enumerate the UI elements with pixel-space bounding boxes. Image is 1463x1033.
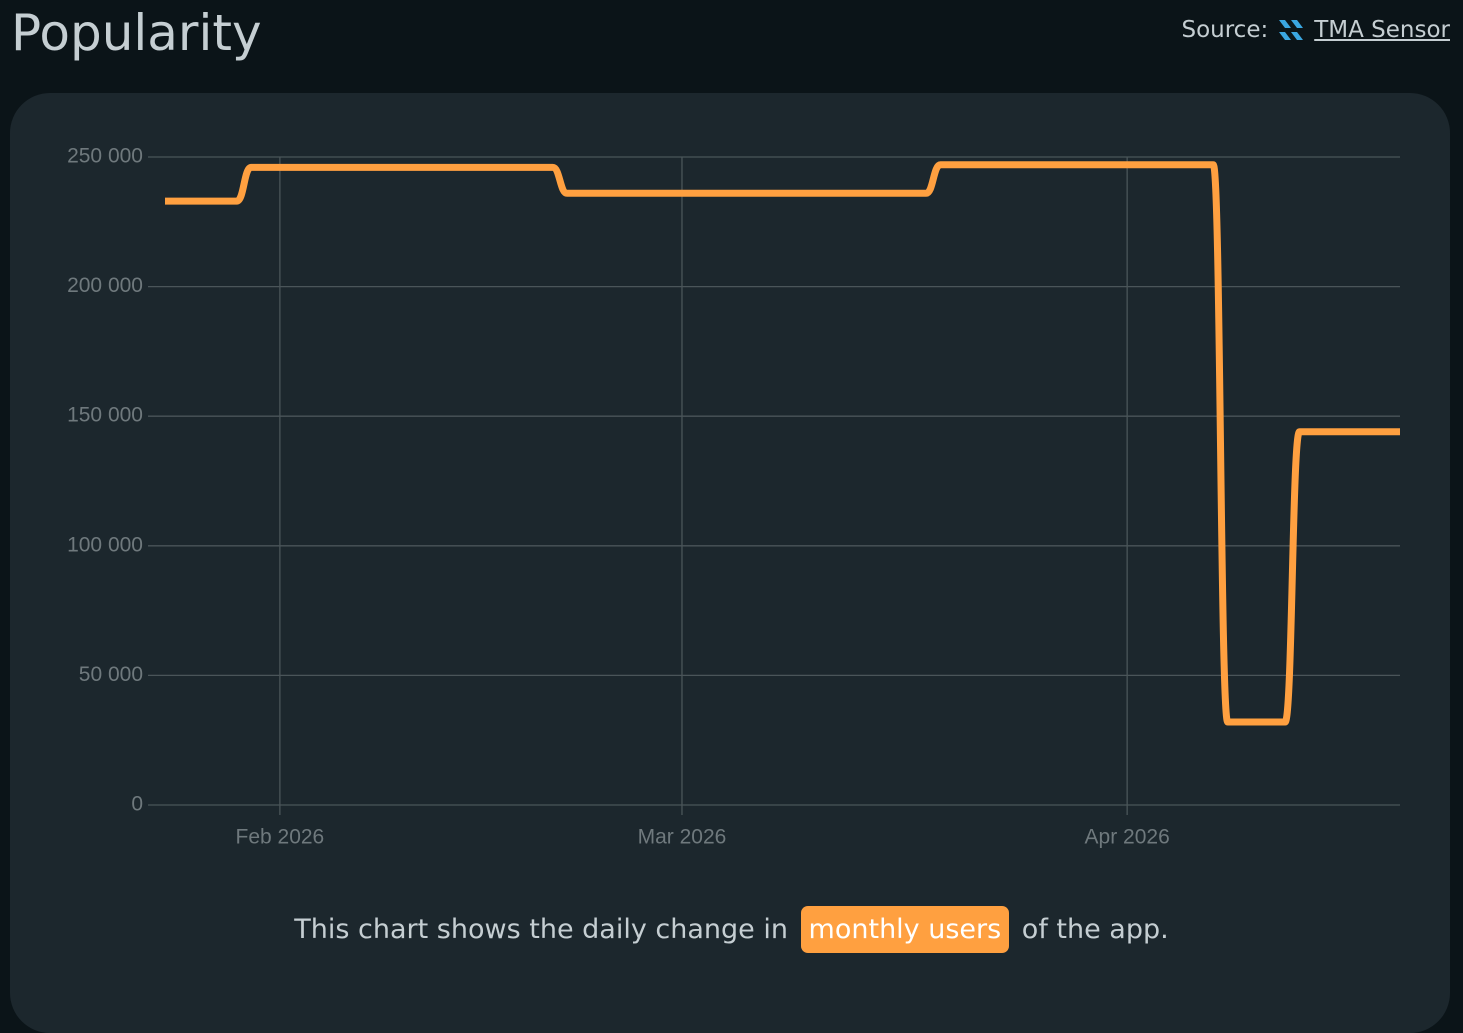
- caption-highlight: monthly users: [800, 906, 1010, 953]
- x-tick-label: Mar 2026: [638, 826, 727, 849]
- y-tick-label: 150 000: [67, 404, 143, 427]
- x-tick-label: Apr 2026: [1085, 826, 1170, 849]
- page: Popularity Source: TMA Sensor 0 50 000 100…: [0, 4, 1463, 1033]
- line: [164, 161, 1400, 726]
- y-tick-label: 0: [131, 793, 143, 816]
- source-icon: [1279, 20, 1304, 40]
- caption-text: This chart shows the daily change in: [294, 914, 788, 945]
- page-title: Popularity: [11, 4, 262, 62]
- chart-panel: [10, 93, 1450, 1033]
- caption-text: of the app.: [1021, 914, 1169, 945]
- x-tick-label: Feb 2026: [236, 826, 325, 849]
- source: Source: TMA Sensor: [1181, 16, 1450, 44]
- caption: This chart shows the daily change in mon…: [0, 906, 1463, 953]
- source-label: Source:: [1181, 17, 1269, 43]
- y-tick-label: 200 000: [67, 274, 143, 297]
- y-tick-label: 250 000: [67, 145, 143, 168]
- y-tick-label: 100 000: [67, 533, 143, 556]
- source-link[interactable]: TMA Sensor: [1314, 17, 1450, 43]
- y-tick-label: 50 000: [79, 663, 143, 686]
- chart: 0 50 000 100 000 150 000 200 000 250 000 Feb 2…: [67, 145, 1400, 849]
